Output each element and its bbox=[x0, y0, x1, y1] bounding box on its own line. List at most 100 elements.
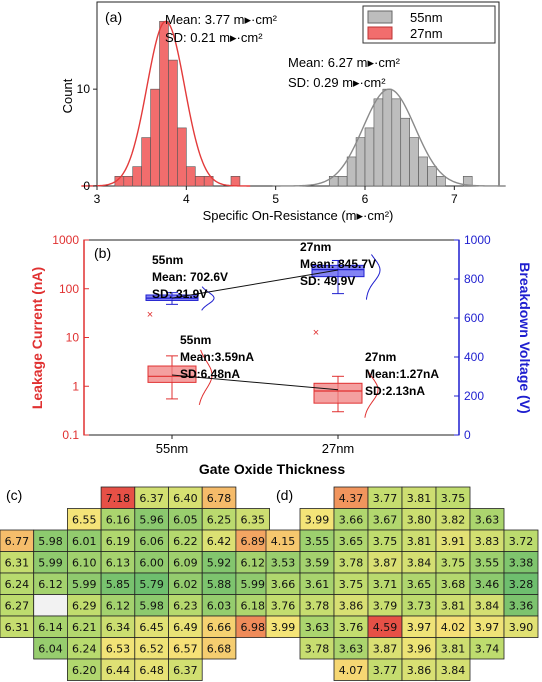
heatmap-value: 3.61 bbox=[305, 578, 330, 591]
heatmap-value: 3.68 bbox=[441, 578, 466, 591]
heatmap-value: 6.98 bbox=[241, 621, 266, 634]
lc-label-55nm-1: 55nm bbox=[180, 333, 211, 347]
heatmap-value: 3.75 bbox=[441, 492, 466, 505]
wafer-map-d: 4.37 3.77 3.81 3.75 3.99 3.66 3.67 3.80 3.82 3.63… bbox=[265, 486, 539, 681]
annotation-27nm-sd: SD: 0.21 m▸·cm² bbox=[165, 30, 263, 45]
heatmap-value: 6.44 bbox=[106, 664, 131, 677]
heatmap-cell bbox=[168, 658, 203, 681]
heatmap-value: 6.01 bbox=[72, 535, 97, 548]
heatmap-value: 6.29 bbox=[72, 599, 97, 612]
bar-27nm bbox=[132, 166, 142, 187]
heatmap-value: 6.12 bbox=[241, 556, 266, 569]
bar-27nm bbox=[168, 59, 178, 187]
heatmap-value: 3.99 bbox=[305, 513, 330, 526]
heatmap-value: 6.05 bbox=[173, 513, 198, 526]
heatmap-value: 6.42 bbox=[207, 535, 232, 548]
y-ticks-a: 0 10 bbox=[77, 82, 97, 193]
axes-ticks-b: 0.1 1 10 100 1000 0 200 400 600 800 1000 55nm 27nm bbox=[52, 233, 491, 456]
heatmap-value: 3.78 bbox=[305, 642, 330, 655]
right-axis-label: Breakdown Voltage (V) bbox=[517, 262, 533, 413]
bv-label-55nm-3: SD: 31.9V bbox=[152, 287, 207, 301]
gaussian-fits bbox=[81, 20, 506, 187]
left-axis-label: Leakage Current (nA) bbox=[29, 267, 45, 409]
heatmap-value: 3.79 bbox=[373, 599, 398, 612]
x-tick-label: 4 bbox=[183, 192, 190, 206]
heatmap-value: 3.83 bbox=[475, 535, 500, 548]
heatmap-value: 3.97 bbox=[407, 621, 432, 634]
annotation-55nm-mean: Mean: 6.27 m▸·cm² bbox=[288, 55, 401, 70]
heatmap-value: 6.14 bbox=[38, 621, 63, 634]
heatmap-value: 3.76 bbox=[339, 621, 364, 634]
y-tick-label: 10 bbox=[77, 82, 91, 96]
bar-27nm bbox=[150, 88, 160, 187]
leakage-distribution-curve bbox=[198, 349, 213, 406]
bv-label-27nm-3: SD: 49.9V bbox=[300, 274, 355, 288]
heatmap-value: 6.52 bbox=[139, 642, 164, 655]
heatmap-value: 3.81 bbox=[441, 642, 466, 655]
heatmap-value: 3.86 bbox=[407, 664, 432, 677]
heatmap-value: 6.48 bbox=[139, 664, 164, 677]
heatmap-value: 3.81 bbox=[441, 599, 466, 612]
heatmap-value: 6.27 bbox=[5, 599, 30, 612]
heatmap-value: 3.65 bbox=[407, 578, 432, 591]
heatmap-value: 5.88 bbox=[207, 578, 232, 591]
heatmap-value: 5.99 bbox=[38, 556, 63, 569]
heatmap-value: 6.16 bbox=[106, 513, 131, 526]
heatmap-value: 3.78 bbox=[305, 599, 330, 612]
legend-a: 55nm 27nm bbox=[362, 5, 496, 44]
fit-curve-27nm bbox=[81, 20, 251, 187]
bar-55nm bbox=[382, 88, 393, 187]
heatmap-value: 6.68 bbox=[207, 642, 232, 655]
heatmap-value: 6.78 bbox=[207, 492, 232, 505]
breakdown-distribution-curve bbox=[201, 286, 215, 311]
bar-55nm bbox=[337, 176, 348, 187]
x-tick-label: 5 bbox=[272, 192, 279, 206]
plot-frame-b bbox=[83, 239, 460, 436]
heatmap-value: 6.00 bbox=[139, 556, 164, 569]
heatmap-value: 3.78 bbox=[339, 556, 364, 569]
left-tick-label: 10 bbox=[66, 331, 80, 345]
heatmap-value: 6.37 bbox=[173, 664, 198, 677]
left-tick-label: 1000 bbox=[52, 233, 79, 247]
bv-label-27nm-2: Mean: 845.7V bbox=[300, 257, 376, 271]
heatmap-value: 3.55 bbox=[305, 535, 330, 548]
leakage-outlier: × bbox=[313, 327, 319, 339]
bar-55nm bbox=[418, 156, 428, 187]
right-tick-label: 200 bbox=[464, 389, 484, 403]
breakdown-mean-connector bbox=[171, 269, 339, 299]
heatmap-value: 4.02 bbox=[441, 621, 466, 634]
heatmap-value: 6.49 bbox=[173, 621, 198, 634]
heatmap-value: 3.90 bbox=[509, 621, 534, 634]
bv-label-55nm-2: Mean: 702.6V bbox=[152, 270, 228, 284]
heatmap-value: 3.87 bbox=[373, 642, 398, 655]
heatmap-value: 3.36 bbox=[509, 599, 534, 612]
heatmap-value: 6.66 bbox=[207, 621, 232, 634]
heatmap-value: 3.67 bbox=[373, 513, 398, 526]
bar-55nm bbox=[462, 176, 473, 187]
left-tick-label: 0.1 bbox=[62, 428, 79, 442]
heatmap-cell bbox=[201, 637, 237, 660]
heatmap-value: 6.34 bbox=[106, 621, 131, 634]
heatmap-value: 4.59 bbox=[373, 621, 398, 634]
heatmap-value: 3.63 bbox=[475, 513, 500, 526]
breakdown-distribution-curve bbox=[366, 254, 381, 300]
heatmap-value: 3.82 bbox=[441, 513, 466, 526]
y-tick-label: 0 bbox=[83, 179, 90, 193]
lc-label-27nm-1: 27nm bbox=[365, 350, 396, 364]
heatmap-value: 6.18 bbox=[241, 599, 266, 612]
x-axis-label-a: Specific On-Resistance (m▸·cm²) bbox=[203, 208, 394, 223]
bv-label-27nm-1: 27nm bbox=[300, 240, 331, 254]
heatmap-cell bbox=[435, 658, 471, 681]
panel-label-b: (b) bbox=[94, 245, 111, 261]
heatmap-value: 3.38 bbox=[509, 556, 534, 569]
heatmap-value: 6.24 bbox=[72, 642, 97, 655]
x-tick-label: 27nm bbox=[322, 441, 355, 456]
heatmap-value: 6.04 bbox=[38, 642, 63, 655]
x-tick-label: 7 bbox=[451, 192, 458, 206]
legend-label-27nm: 27nm bbox=[410, 26, 443, 41]
bar-55nm bbox=[391, 98, 402, 187]
bar-55nm bbox=[364, 127, 375, 187]
y-axis-label-a: Count bbox=[60, 78, 75, 113]
right-tick-label: 800 bbox=[464, 272, 484, 286]
